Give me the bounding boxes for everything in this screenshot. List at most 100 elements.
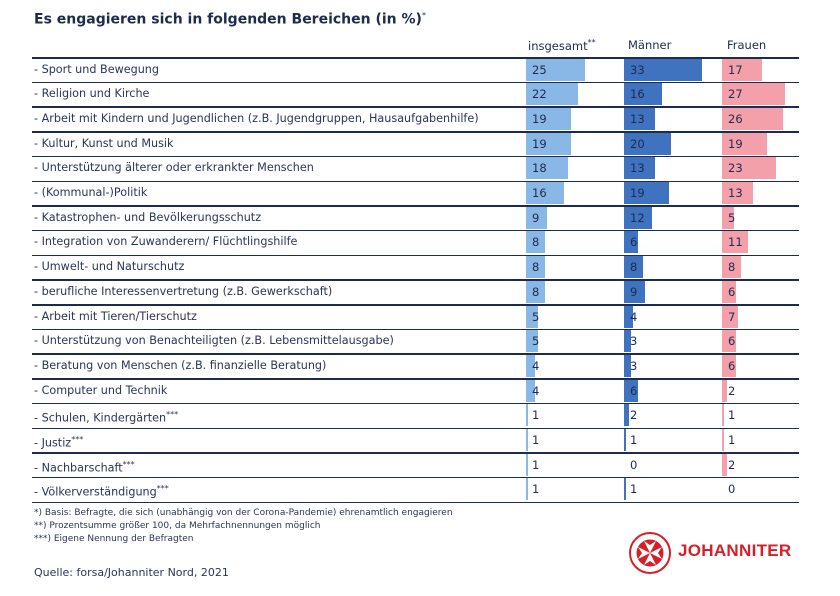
row-divider (32, 328, 799, 331)
data-label: 3 (630, 334, 638, 349)
bar-maenner (624, 83, 662, 106)
logo-wordmark: JOHANNITER (678, 541, 792, 560)
category-label: - Computer und Technik (34, 383, 168, 397)
bar-frauen (722, 157, 777, 180)
data-label: 1 (532, 457, 540, 472)
category-label: - (Kommunal-)Politik (34, 186, 148, 199)
category-label: - Katastrophen- und Bevölkerungsschutz (34, 210, 262, 224)
data-label: 8 (532, 284, 540, 299)
bar-maenner (624, 379, 639, 402)
bar-maenner (624, 354, 632, 377)
data-label: 9 (630, 284, 638, 299)
bar-insgesamt (526, 354, 536, 377)
footnote-2: **) Prozentsumme größer 100, da Mehrfach… (34, 521, 321, 531)
row-divider (32, 452, 799, 454)
data-label: 17 (728, 62, 743, 77)
row-divider (32, 378, 799, 380)
source-note: Quelle: forsa/Johanniter Nord, 2021 (34, 566, 229, 579)
bar-insgesamt (526, 157, 569, 180)
row-divider (32, 57, 799, 59)
bar-maenner (624, 157, 655, 180)
data-label: 1 (728, 433, 736, 447)
data-label: 4 (532, 358, 540, 373)
data-label: 0 (630, 457, 638, 472)
column-header-insgesamt: insgesamt** (528, 38, 596, 53)
data-label: 8 (728, 260, 736, 275)
row-divider (32, 106, 799, 108)
bar-maenner (624, 256, 643, 279)
data-label: 1 (532, 482, 540, 497)
data-label: 7 (728, 309, 736, 324)
data-label: 3 (630, 358, 638, 373)
bar-maenner (624, 280, 646, 303)
row-divider (32, 402, 799, 405)
data-label: 22 (532, 87, 547, 102)
category-label: - Schulen, Kindergärten*** (34, 410, 179, 426)
row-divider (32, 476, 799, 479)
data-label: 16 (630, 87, 645, 102)
bar-insgesamt (526, 58, 585, 81)
data-label: 12 (630, 210, 645, 225)
bar-maenner (624, 206, 653, 229)
bar-insgesamt (526, 404, 529, 427)
bar-frauen (722, 280, 737, 303)
data-label: 6 (728, 358, 736, 373)
bar-frauen (722, 58, 762, 81)
data-label: 20 (630, 136, 645, 151)
bar-frauen (722, 453, 727, 476)
category-label: - berufliche Interessenvertretung (z.B. … (34, 284, 333, 298)
bar-maenner (624, 231, 639, 254)
data-label: 19 (532, 136, 547, 151)
data-label: 26 (728, 111, 743, 126)
category-label: - Arbeit mit Kindern und Jugendlichen (z… (34, 111, 479, 125)
bar-insgesamt (526, 280, 545, 303)
bar-frauen (722, 83, 786, 106)
row-divider (32, 131, 799, 133)
data-label: 6 (728, 334, 736, 349)
data-label: 5 (532, 309, 540, 324)
category-label: - Unterstützung von Benachteiligten (z.B… (34, 334, 394, 348)
bar-frauen (722, 107, 784, 130)
johanniter-logo: JOHANNITER (628, 532, 804, 574)
bar-frauen (722, 132, 767, 155)
data-label: 0 (728, 482, 736, 497)
data-label: 13 (630, 111, 645, 126)
data-label: 4 (532, 383, 540, 398)
data-label: 13 (728, 186, 743, 200)
data-label: 8 (630, 260, 638, 275)
category-label: - Integration von Zuwanderern/ Flüchtlin… (34, 235, 298, 249)
category-label: - Beratung von Menschen (z.B. finanziell… (34, 358, 327, 372)
row-divider (32, 304, 799, 306)
data-label: 33 (630, 62, 645, 77)
row-divider (32, 205, 799, 207)
data-label: 13 (630, 161, 645, 176)
bar-insgesamt (526, 231, 545, 254)
data-label: 9 (532, 210, 540, 225)
data-label: 6 (728, 284, 736, 299)
bar-frauen (722, 404, 725, 427)
bar-maenner (624, 305, 634, 328)
data-label: 8 (532, 260, 540, 275)
data-label: 2 (728, 457, 736, 472)
data-label: 8 (532, 235, 540, 250)
bar-frauen (722, 330, 737, 353)
category-label: - Unterstützung älterer oder erkrankter … (34, 161, 314, 175)
category-label: - Völkerverständigung*** (34, 484, 169, 500)
column-header-frauen: Frauen (727, 38, 767, 52)
bar-insgesamt (526, 453, 529, 476)
bar-insgesamt (526, 83, 578, 106)
footnote-3: ***) Eigene Nennung der Befragten (34, 534, 194, 544)
bar-maenner (624, 132, 671, 155)
data-label: 1 (728, 408, 736, 423)
row-divider (32, 180, 799, 182)
data-label: 4 (630, 309, 638, 324)
data-label: 1 (532, 408, 540, 423)
data-label: 11 (728, 235, 743, 250)
data-label: 6 (630, 383, 638, 398)
bar-insgesamt (526, 305, 538, 328)
bar-insgesamt (526, 256, 545, 279)
data-label: 19 (630, 186, 645, 200)
bar-frauen (722, 231, 748, 254)
bar-insgesamt (526, 330, 538, 353)
